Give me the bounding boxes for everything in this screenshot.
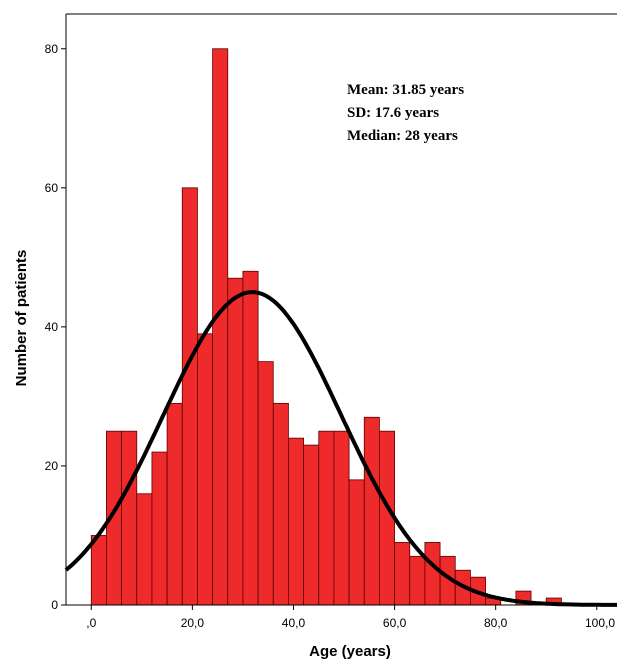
histogram-bar: [288, 437, 304, 606]
histogram-bar: [197, 333, 213, 606]
histogram-bar: [348, 479, 365, 606]
histogram-bar: [272, 402, 289, 606]
histogram-bar: [136, 493, 153, 606]
histogram-bar: [303, 444, 320, 606]
histogram-bar: [212, 48, 229, 606]
histogram-bar: [121, 430, 138, 606]
normal-curve-line: [64, 290, 617, 607]
x-axis-title: Age (years): [309, 643, 391, 660]
x-tick-label: 20,0: [181, 616, 205, 630]
histogram-bar: [257, 361, 274, 606]
y-axis-title: Number of patients: [13, 250, 30, 387]
x-tick-label: ,0: [86, 616, 96, 630]
y-tick-label: 0: [51, 598, 58, 612]
y-tick-label: 60: [45, 181, 59, 195]
histogram-bar: [242, 270, 259, 606]
sd-annotation: SD: 17.6 years: [347, 105, 439, 121]
histogram-bar: [424, 542, 441, 606]
bars-layer: [90, 48, 562, 606]
histogram-bar: [166, 402, 183, 606]
histogram-bar: [318, 430, 335, 606]
x-tick-label: 80,0: [484, 616, 508, 630]
histogram-bar: [379, 430, 395, 606]
histogram-bar: [227, 277, 244, 606]
y-tick-label: 40: [45, 320, 59, 334]
x-tick-label: 40,0: [282, 616, 306, 630]
y-tick-label: 20: [45, 459, 59, 473]
histogram-bar: [409, 555, 426, 606]
histogram-bar: [333, 430, 350, 606]
mean-annotation: Mean: 31.85 years: [347, 82, 464, 98]
y-tick-label: 80: [45, 42, 59, 56]
histogram-bar: [90, 535, 107, 606]
histogram-bar: [181, 187, 198, 606]
histogram-bar: [394, 542, 411, 606]
histogram-bar: [363, 416, 380, 606]
x-tick-label: 60,0: [383, 616, 407, 630]
median-annotation: Median: 28 years: [347, 128, 458, 144]
histogram-bar: [151, 451, 168, 606]
x-tick-label: 100,0: [585, 616, 615, 630]
